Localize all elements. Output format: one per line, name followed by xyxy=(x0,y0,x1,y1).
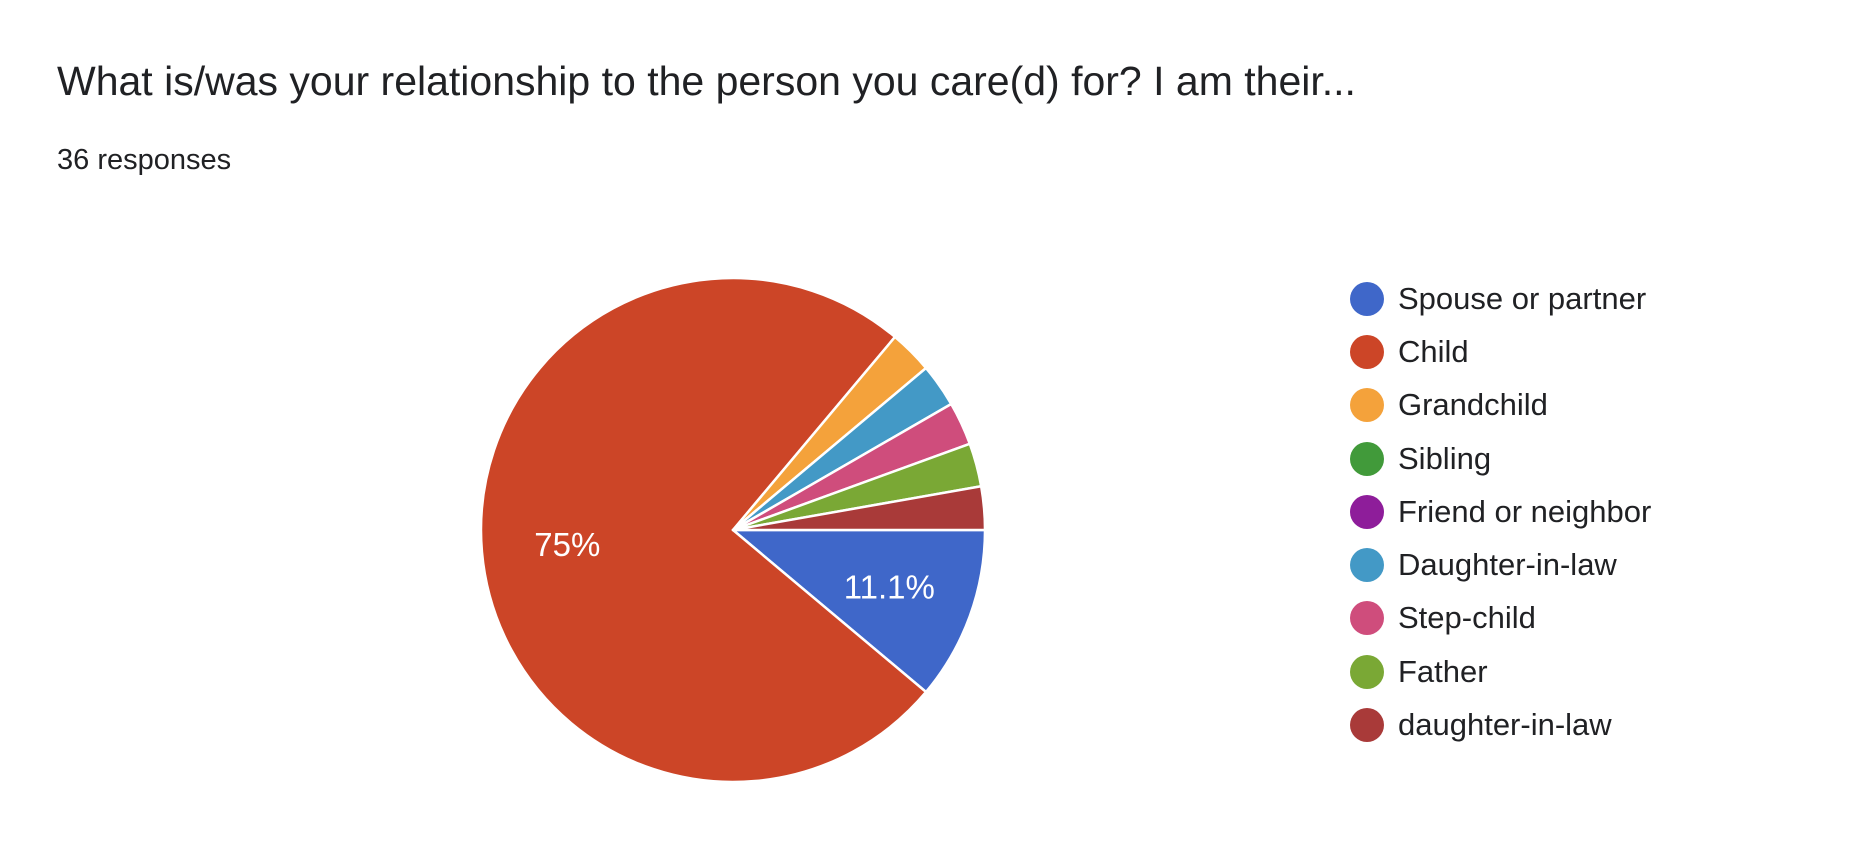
legend-swatch xyxy=(1350,494,1384,529)
legend-swatch xyxy=(1350,708,1384,743)
legend-swatch xyxy=(1350,441,1384,476)
chart-legend: Spouse or partner Child Grandchild Sibling F… xyxy=(1350,272,1651,752)
pie-slice-spouse-or-partner-0[interactable] xyxy=(731,528,987,694)
legend-label: Step-child xyxy=(1398,600,1536,636)
legend-item-grandchild-2[interactable]: Grandchild xyxy=(1350,379,1651,432)
legend-label: Father xyxy=(1398,653,1488,689)
legend-item-step-child-6[interactable]: Step-child xyxy=(1350,592,1651,645)
legend-swatch xyxy=(1350,654,1384,689)
pie-slice-daughter-in-law-8[interactable] xyxy=(731,484,987,532)
data-label-child-1: 75% xyxy=(534,526,600,563)
legend-swatch xyxy=(1350,388,1384,423)
pie-slice-child-1[interactable] xyxy=(479,276,928,784)
legend-swatch xyxy=(1350,281,1384,316)
chart-header: What is/was your relationship to the per… xyxy=(57,48,1817,180)
legend-swatch xyxy=(1350,334,1384,369)
legend-label: Child xyxy=(1398,333,1469,369)
legend-swatch xyxy=(1350,601,1384,636)
legend-item-father-7[interactable]: Father xyxy=(1350,645,1651,698)
legend-label: Grandchild xyxy=(1398,387,1548,423)
pie-slices xyxy=(479,276,987,784)
legend-item-friend-or-neighbor-4[interactable]: Friend or neighbor xyxy=(1350,485,1651,538)
legend-item-sibling-3[interactable]: Sibling xyxy=(1350,432,1651,485)
data-label-spouse-or-partner-0: 11.1% xyxy=(844,568,935,605)
pie-data-labels: 11.1% 75% xyxy=(534,526,935,605)
legend-label: Daughter-in-law xyxy=(1398,547,1617,583)
legend-item-daughter-in-law-5[interactable]: Daughter-in-law xyxy=(1350,538,1651,591)
chart-title: What is/was your relationship to the per… xyxy=(57,58,1356,104)
legend-swatch xyxy=(1350,548,1384,583)
legend-item-child-1[interactable]: Child xyxy=(1350,325,1651,378)
legend-label: Friend or neighbor xyxy=(1398,493,1652,529)
legend-item-daughter-in-law-8[interactable]: daughter-in-law xyxy=(1350,698,1651,751)
response-count: 36 responses xyxy=(57,144,232,176)
legend-label: Sibling xyxy=(1398,440,1492,476)
legend-item-spouse-or-partner-0[interactable]: Spouse or partner xyxy=(1350,272,1651,325)
legend-label: daughter-in-law xyxy=(1398,707,1612,743)
legend-label: Spouse or partner xyxy=(1398,280,1647,316)
